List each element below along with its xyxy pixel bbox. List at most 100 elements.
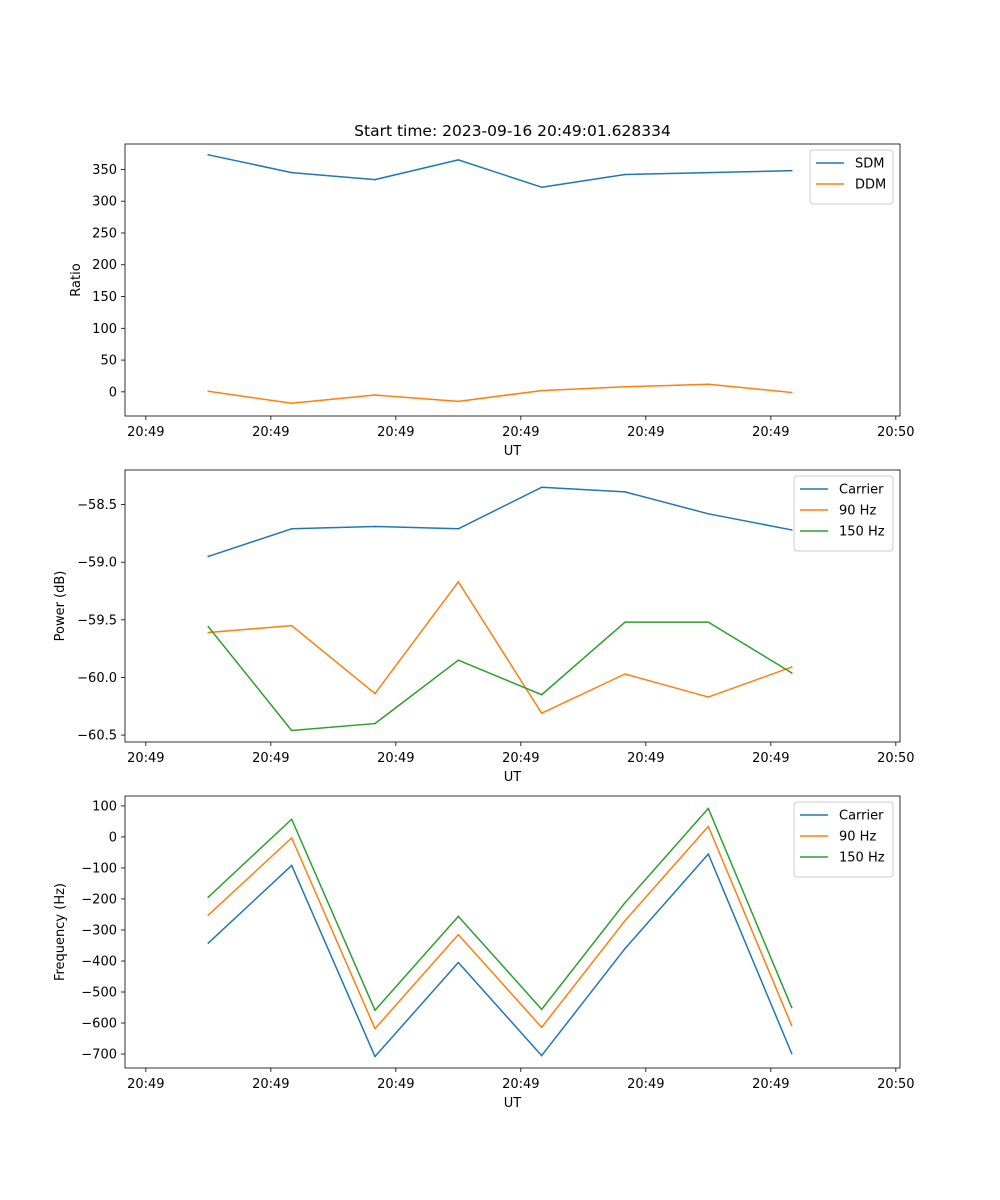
data-point <box>624 173 626 176</box>
y-tick-label: 0 <box>109 385 117 400</box>
data-point <box>707 853 710 855</box>
data-point <box>790 169 793 172</box>
series-line-90-hz <box>207 825 793 1030</box>
data-point <box>290 864 293 867</box>
data-point <box>290 818 293 821</box>
y-tick-label: 250 <box>92 226 117 241</box>
data-point <box>374 178 376 181</box>
y-tick-label: 200 <box>92 258 117 273</box>
data-point <box>290 171 293 174</box>
data-point <box>707 696 710 698</box>
data-point <box>207 625 210 628</box>
y-tick-label: −400 <box>81 954 117 969</box>
data-point <box>374 692 376 695</box>
y-tick-label: 100 <box>92 322 117 337</box>
data-point <box>624 947 626 950</box>
y-tick-label: −60.0 <box>77 671 117 686</box>
data-point <box>624 621 626 623</box>
data-point <box>290 837 293 839</box>
data-point <box>290 402 293 405</box>
y-tick-label: 50 <box>100 354 117 369</box>
data-point <box>707 807 710 810</box>
legend-box <box>793 475 894 552</box>
data-point <box>540 693 543 696</box>
y-axis-label: Frequency (Hz) <box>53 883 68 981</box>
series-line-carrier <box>207 853 793 1058</box>
x-tick-label: 20:49 <box>252 425 289 440</box>
legend-label: Carrier <box>839 483 884 498</box>
data-point <box>540 1054 543 1057</box>
legend-label: Carrier <box>839 809 884 824</box>
x-tick-label: 20:49 <box>377 1077 414 1092</box>
data-point <box>540 712 543 714</box>
data-point <box>207 555 210 558</box>
data-point <box>790 1006 793 1009</box>
x-tick-label: 20:50 <box>877 1077 914 1092</box>
legend-label: 90 Hz <box>839 830 876 845</box>
x-tick-label: 20:49 <box>377 425 414 440</box>
data-point <box>707 383 710 386</box>
legend-label: 150 Hz <box>839 525 885 540</box>
x-tick-label: 20:49 <box>627 751 664 766</box>
data-point <box>374 1009 376 1012</box>
data-point <box>207 631 210 634</box>
data-point <box>457 961 460 964</box>
data-point <box>457 915 460 918</box>
data-point <box>207 390 210 393</box>
y-tick-label: 350 <box>92 163 117 178</box>
data-point <box>457 933 460 936</box>
x-tick-label: 20:49 <box>752 1077 789 1092</box>
data-point <box>290 729 293 732</box>
data-point <box>374 1027 376 1030</box>
data-point <box>540 1008 543 1011</box>
x-tick-label: 20:50 <box>877 425 914 440</box>
data-point <box>290 527 293 530</box>
data-point <box>540 486 543 489</box>
series-line-90-hz <box>207 581 793 714</box>
data-point <box>457 400 460 403</box>
data-point <box>707 825 710 828</box>
x-tick-label: 20:49 <box>377 751 414 766</box>
axes-frame <box>124 143 901 417</box>
legend-label: 150 Hz <box>839 851 885 866</box>
data-point <box>457 527 460 530</box>
x-tick-label: 20:49 <box>127 1077 164 1092</box>
x-tick-label: 20:49 <box>627 425 664 440</box>
y-tick-label: −300 <box>81 923 117 938</box>
data-point <box>207 942 210 944</box>
data-point <box>457 159 460 161</box>
y-tick-label: 100 <box>92 799 117 814</box>
data-point <box>790 529 793 531</box>
legend-label: DDM <box>855 178 886 193</box>
chart-panel-2: 20:49 20:49 20:49 20:49 20:49 20:49 20:50 −60.5… <box>53 469 915 785</box>
y-tick-label: −58.5 <box>77 498 117 513</box>
y-tick-label: 300 <box>92 195 117 210</box>
data-point <box>540 186 543 189</box>
x-tick-label: 20:49 <box>127 751 164 766</box>
data-point <box>624 491 626 493</box>
legend-label: SDM <box>855 157 884 172</box>
data-point <box>374 722 376 725</box>
x-tick-label: 20:49 <box>752 425 789 440</box>
series-line-carrier <box>207 486 793 558</box>
data-point <box>707 513 710 515</box>
series-line-150-hz <box>207 807 793 1012</box>
y-tick-label: 150 <box>92 290 117 305</box>
y-tick-label: −60.5 <box>77 729 117 744</box>
data-point <box>540 389 543 392</box>
axes-frame <box>124 795 901 1069</box>
y-tick-label: −59.5 <box>77 613 117 628</box>
y-tick-label: −500 <box>81 986 117 1001</box>
x-axis-label: UT <box>504 444 522 459</box>
chart-panel-1: 20:49 20:49 20:49 20:49 20:49 20:49 20:50 0 50 10… <box>69 122 915 459</box>
data-point <box>790 391 793 394</box>
data-point <box>374 1055 376 1058</box>
y-tick-label: −600 <box>81 1017 117 1032</box>
axes-frame <box>124 469 901 743</box>
x-tick-label: 20:49 <box>252 751 289 766</box>
data-point <box>624 385 626 388</box>
x-axis-label: UT <box>504 1096 522 1111</box>
legend-box <box>793 801 894 878</box>
data-point <box>790 666 793 668</box>
